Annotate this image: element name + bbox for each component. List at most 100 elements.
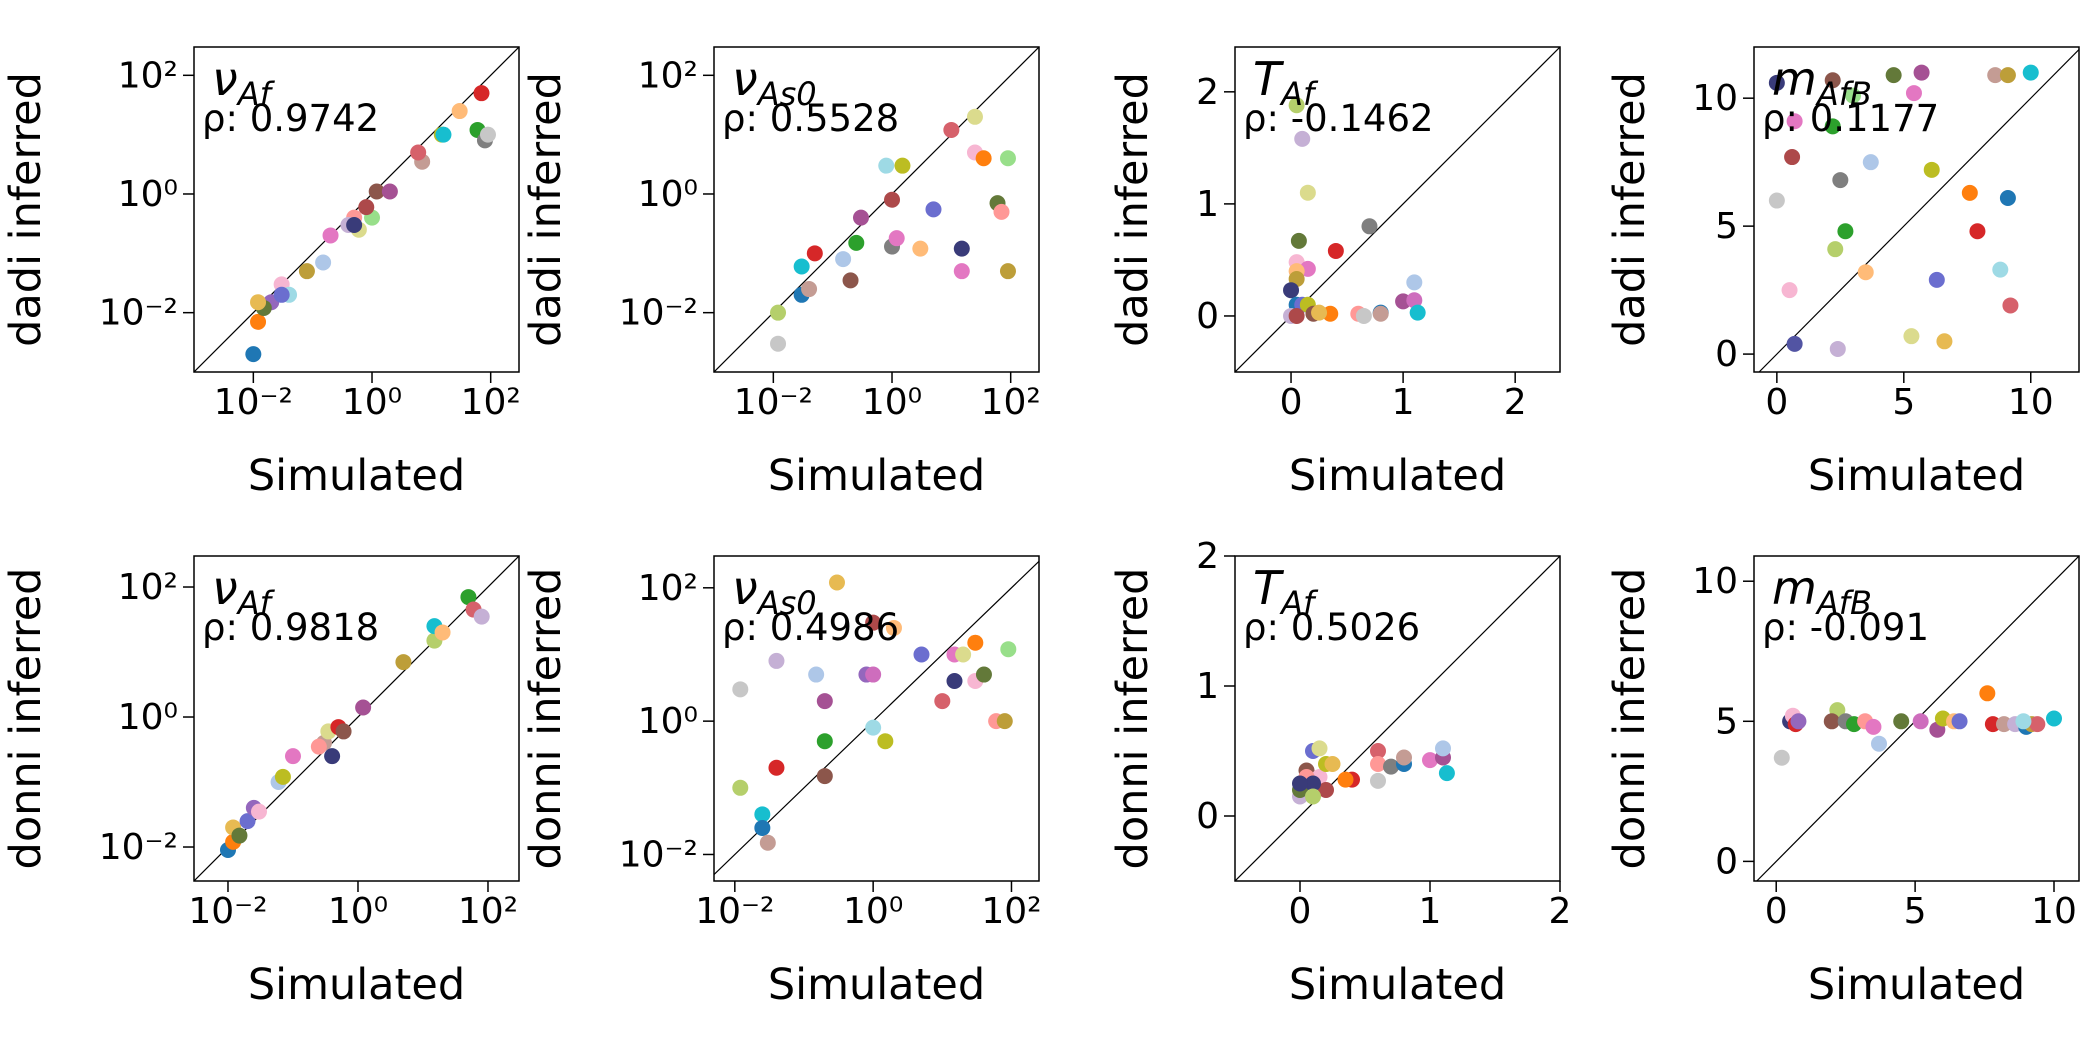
point bbox=[793, 258, 810, 275]
correlation: ρ: 0.5528 bbox=[722, 97, 899, 140]
point bbox=[1857, 264, 1874, 281]
point bbox=[1903, 328, 1920, 345]
title-subscript: As0 bbox=[756, 75, 817, 113]
title-subscript: Af bbox=[236, 75, 276, 113]
subplot: 10⁻² 10⁰ 10² 10⁻² 10⁰ 10² Simulated dadi inferr… bbox=[1, 46, 521, 501]
y-tick-label: 10⁰ bbox=[118, 174, 178, 215]
point bbox=[245, 346, 262, 363]
point bbox=[381, 183, 398, 200]
correlation: ρ: 0.1177 bbox=[1762, 97, 1939, 140]
point bbox=[996, 713, 1013, 730]
point bbox=[2029, 716, 2046, 733]
x-tick-label: 10⁻² bbox=[214, 382, 293, 423]
point bbox=[251, 803, 267, 820]
x-axis-label: Simulated bbox=[1289, 451, 1506, 501]
point bbox=[1923, 161, 1940, 178]
point bbox=[999, 263, 1016, 280]
point bbox=[298, 263, 315, 280]
correlation: ρ: 0.9818 bbox=[202, 606, 379, 649]
identity-line bbox=[1758, 49, 2079, 372]
x-axis-label: Simulated bbox=[768, 451, 985, 501]
y-tick-label: 10⁻² bbox=[619, 834, 698, 875]
point bbox=[368, 183, 385, 200]
point bbox=[1824, 72, 1841, 89]
point bbox=[878, 157, 895, 174]
point bbox=[1969, 223, 1986, 240]
y-tick-label: 10² bbox=[118, 55, 178, 96]
point bbox=[913, 646, 930, 663]
y-tick-label: 10² bbox=[638, 55, 698, 96]
point bbox=[435, 126, 452, 143]
point bbox=[888, 230, 905, 247]
y-tick-label: 10⁰ bbox=[118, 697, 178, 738]
point bbox=[250, 313, 267, 330]
point bbox=[953, 240, 970, 257]
point bbox=[1786, 113, 1803, 130]
title-symbol: T bbox=[1253, 52, 1285, 106]
point bbox=[768, 652, 785, 669]
x-tick-label: 5 bbox=[1904, 891, 1927, 932]
x-tick-label: 1 bbox=[1392, 382, 1415, 423]
point bbox=[865, 719, 882, 736]
point bbox=[1845, 87, 1862, 104]
x-tick-label: 10² bbox=[981, 891, 1041, 932]
title-subscript: Af bbox=[236, 584, 276, 622]
y-tick-label: 10⁻² bbox=[99, 827, 178, 868]
y-axis-label: dadi inferred bbox=[521, 72, 571, 347]
point bbox=[1784, 149, 1801, 166]
point bbox=[1999, 67, 2016, 84]
x-tick-label: 10⁻² bbox=[734, 382, 813, 423]
point bbox=[953, 263, 970, 280]
panel-title: mAfB bbox=[1772, 561, 1872, 622]
y-axis-label: donni inferred bbox=[1108, 568, 1158, 870]
point bbox=[946, 673, 963, 690]
point bbox=[1283, 282, 1300, 299]
point bbox=[925, 201, 942, 218]
point bbox=[1979, 685, 1996, 702]
panel-title: νAs0 bbox=[732, 561, 817, 622]
title-symbol: m bbox=[1772, 561, 1817, 615]
correlation: ρ: -0.091 bbox=[1762, 606, 1929, 649]
point bbox=[2015, 713, 2032, 730]
y-axis-label: donni inferred bbox=[1, 568, 51, 870]
point bbox=[2002, 297, 2019, 314]
point bbox=[1984, 716, 2001, 733]
panel-title: νAs0 bbox=[732, 52, 817, 113]
subplot: 10⁻² 10⁰ 10² 10⁻² 10⁰ 10² Simulated donni infer… bbox=[1, 555, 520, 1010]
x-tick-label: 10 bbox=[2031, 891, 2077, 932]
point bbox=[967, 634, 984, 651]
point bbox=[1305, 775, 1321, 792]
point bbox=[1996, 716, 2012, 733]
point bbox=[1435, 740, 1451, 757]
x-axis-label: Simulated bbox=[1289, 960, 1506, 1010]
y-tick-label: 10⁻² bbox=[619, 293, 698, 334]
point bbox=[801, 281, 818, 298]
axes-frame bbox=[1753, 46, 2080, 373]
y-tick-label: 5 bbox=[1715, 701, 1738, 742]
y-tick-label: 0 bbox=[1715, 841, 1738, 882]
y-tick-label: 2 bbox=[1196, 72, 1219, 113]
point bbox=[975, 666, 992, 683]
point bbox=[1311, 304, 1328, 321]
point bbox=[1370, 772, 1386, 789]
point bbox=[808, 666, 825, 683]
y-tick-label: 0 bbox=[1715, 334, 1738, 375]
point bbox=[806, 245, 823, 262]
axes-frame bbox=[193, 46, 520, 373]
point bbox=[1288, 307, 1305, 324]
point bbox=[239, 813, 256, 830]
x-axis-label: Simulated bbox=[248, 960, 465, 1010]
point bbox=[410, 144, 427, 161]
axes-frame bbox=[1753, 555, 2080, 882]
point bbox=[1768, 192, 1785, 209]
point bbox=[828, 574, 845, 591]
point bbox=[355, 699, 372, 716]
y-axis-label: dadi inferred bbox=[1108, 72, 1158, 347]
identity-line bbox=[194, 47, 519, 372]
point bbox=[1299, 184, 1316, 201]
point bbox=[1913, 64, 1930, 81]
point bbox=[346, 217, 363, 234]
point bbox=[1837, 223, 1854, 240]
point bbox=[1827, 241, 1844, 258]
